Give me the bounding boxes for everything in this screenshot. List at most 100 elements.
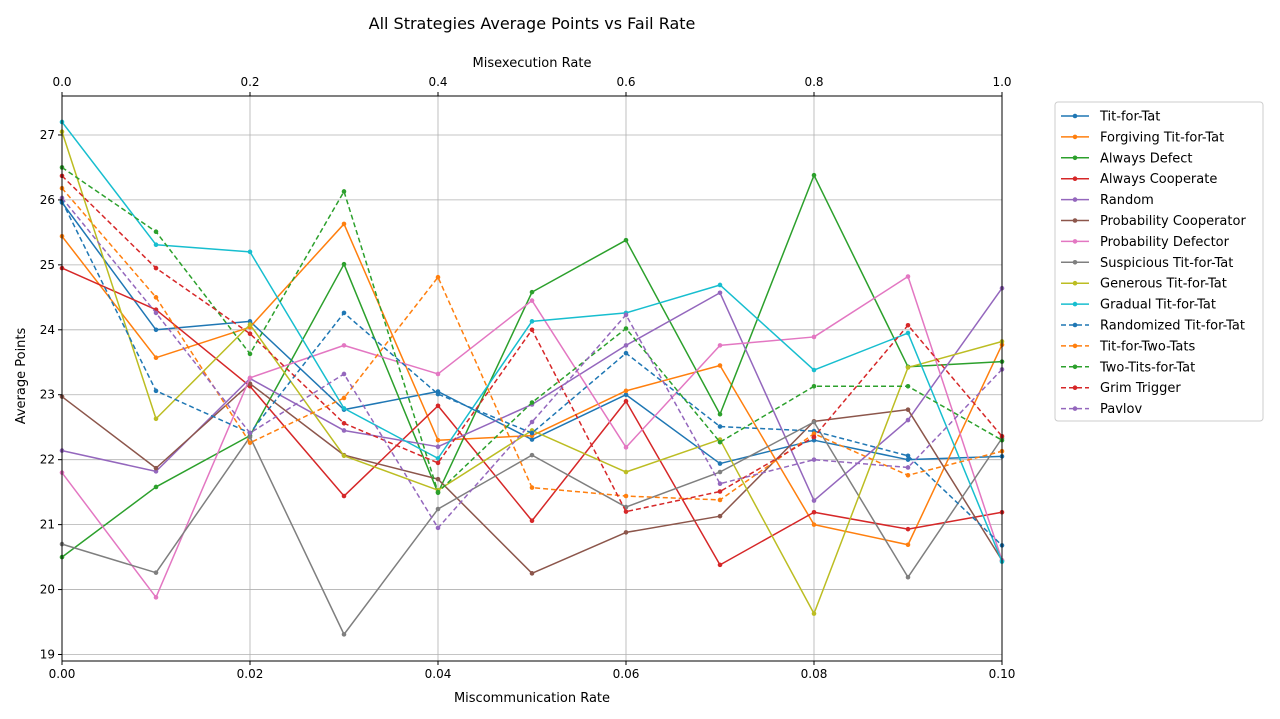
legend-box	[1054, 101, 1264, 422]
data-point	[153, 469, 159, 474]
data-point	[341, 343, 347, 348]
data-point	[717, 282, 723, 288]
data-point	[529, 419, 535, 425]
data-point	[717, 343, 723, 348]
legend-label: Pavlov	[1100, 402, 1142, 417]
y-tick-label: 27	[40, 128, 55, 142]
x-tick-label: 0.00	[49, 667, 76, 681]
data-point	[435, 391, 441, 397]
data-point	[341, 406, 347, 411]
data-point	[435, 476, 441, 482]
data-point	[905, 330, 911, 336]
legend-label: Gradual Tit-for-Tat	[1100, 298, 1216, 313]
series-line	[61, 200, 1003, 546]
data-point	[623, 392, 629, 398]
data-point	[905, 417, 911, 423]
data-point	[247, 440, 253, 446]
data-point	[529, 437, 535, 442]
data-point	[435, 444, 441, 449]
legend-label: Forgiving Tit-for-Tat	[1100, 130, 1224, 145]
y-tick-label: 25	[40, 258, 55, 272]
legend-marker	[1072, 385, 1078, 391]
legend-item: Tit-for-Two-Tats	[1061, 339, 1195, 354]
data-point	[811, 419, 817, 425]
top-axis-label: Misexecution Rate	[473, 56, 592, 71]
x-tick-label: 0.10	[989, 667, 1016, 681]
data-point	[717, 290, 723, 296]
data-point	[717, 469, 723, 475]
legend-item: Random	[1061, 193, 1154, 208]
legend-item: Tit-for-Tat	[1061, 110, 1160, 125]
data-point	[717, 461, 723, 466]
data-point	[529, 571, 535, 576]
y-axis-label: Average Points	[14, 327, 29, 424]
legend-item: Gradual Tit-for-Tat	[1061, 298, 1216, 313]
series-tit-for-two-tats	[59, 185, 1005, 503]
data-point	[435, 506, 441, 512]
data-point	[811, 437, 817, 443]
data-point	[623, 312, 629, 318]
data-point	[905, 322, 911, 328]
data-point	[341, 310, 347, 316]
data-point	[623, 350, 629, 356]
data-point	[153, 327, 159, 333]
data-point	[153, 242, 159, 248]
data-point	[811, 498, 817, 503]
data-point	[153, 595, 159, 600]
data-point	[717, 513, 723, 519]
data-point	[623, 530, 629, 535]
legend-item: Suspicious Tit-for-Tat	[1061, 256, 1233, 271]
data-point	[341, 371, 347, 377]
data-point	[623, 509, 629, 514]
legend-item: Generous Tit-for-Tat	[1061, 277, 1227, 292]
top-tick-label: 1.0	[992, 75, 1011, 89]
legend-marker	[1072, 239, 1078, 244]
legend-marker	[1072, 322, 1078, 328]
top-tick-label: 0.6	[616, 75, 635, 89]
legend-item: Two-Tits-for-Tat	[1061, 360, 1195, 375]
series-grim-trigger	[59, 173, 1005, 514]
y-tick-label: 24	[40, 323, 55, 337]
data-point	[341, 421, 347, 426]
data-point	[435, 371, 441, 377]
y-tick-label: 26	[40, 193, 55, 207]
legend-marker	[1072, 260, 1078, 265]
series-probability-cooperator	[59, 381, 1005, 576]
series-pavlov	[59, 195, 1005, 531]
data-point	[717, 439, 723, 445]
data-point	[529, 327, 535, 333]
legend: Tit-for-Tat Forgiving Tit-for-Tat Always D…	[1054, 101, 1264, 422]
data-point	[153, 388, 159, 394]
data-point	[717, 363, 723, 368]
data-point	[905, 457, 911, 462]
data-point	[811, 457, 817, 462]
data-point	[623, 388, 629, 394]
data-point	[529, 319, 535, 324]
data-point	[905, 407, 911, 412]
data-point	[623, 469, 629, 475]
legend-marker	[1072, 134, 1078, 140]
top-tick-label: 0.2	[240, 75, 259, 89]
data-point	[435, 274, 441, 280]
data-point	[529, 518, 535, 524]
data-point	[529, 430, 535, 436]
x-axis-label: Miscommunication Rate	[454, 691, 610, 706]
series-line	[61, 197, 1003, 529]
data-point	[435, 489, 441, 495]
data-point	[529, 289, 535, 295]
series-randomized-tit-for-tat	[59, 198, 1005, 548]
legend-item: Probability Cooperator	[1061, 214, 1246, 229]
data-point	[153, 295, 159, 300]
data-point	[341, 632, 347, 637]
legend-marker	[1072, 364, 1078, 370]
data-point	[247, 381, 253, 386]
data-point	[247, 319, 253, 324]
data-point	[153, 570, 159, 575]
data-point	[529, 485, 535, 490]
legend-marker	[1072, 176, 1078, 181]
grid	[61, 96, 1003, 661]
top-tick-label: 0.0	[52, 75, 71, 89]
legend-item: Probability Defector	[1061, 235, 1230, 250]
data-point	[341, 189, 347, 194]
